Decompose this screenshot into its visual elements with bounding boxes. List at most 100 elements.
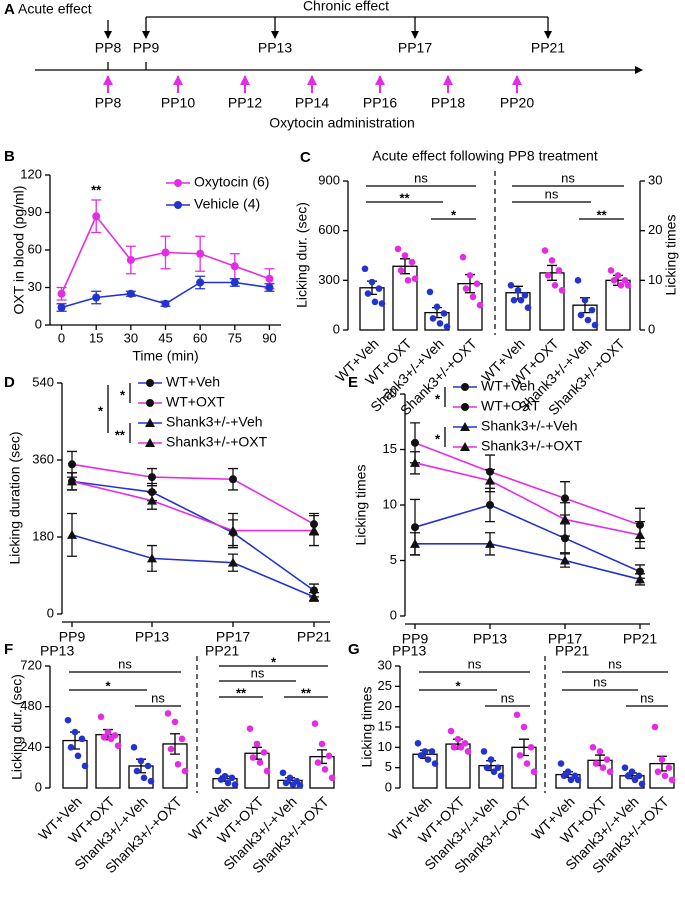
admin-label: PP20	[500, 95, 534, 111]
data-point	[263, 767, 271, 775]
data-point	[514, 286, 522, 294]
data-point	[404, 277, 412, 284]
data-point	[558, 286, 566, 294]
series-line	[414, 504, 641, 573]
data-point	[665, 764, 673, 771]
data-point	[651, 723, 659, 731]
data-point	[256, 759, 264, 766]
series-line	[414, 442, 641, 526]
y-tick-label: 10	[383, 496, 397, 511]
y-tick-label: 0	[648, 321, 655, 336]
data-point	[494, 764, 502, 771]
y-tick-label: 90	[28, 204, 42, 219]
timeline-label: PP9	[133, 40, 160, 56]
y-tick-label: 20	[648, 222, 662, 237]
data-point	[364, 290, 372, 297]
data-point	[260, 749, 268, 756]
legend-label: Shank3+/-+OXT	[481, 438, 583, 454]
x-tick-label: 0	[58, 330, 65, 345]
data-point	[624, 282, 632, 289]
legend-label: Shank3+/-+OXT	[166, 434, 268, 450]
data-point	[544, 272, 552, 279]
legend-label: Oxytocin (6)	[194, 174, 269, 190]
admin-label: PP16	[363, 95, 397, 111]
marker	[560, 514, 570, 524]
data-point	[164, 710, 172, 717]
data-point	[459, 253, 467, 261]
x-tick-label: 45	[158, 330, 172, 345]
panel-label: E	[348, 374, 358, 391]
x-tick-label: PP9	[402, 631, 429, 647]
data-point	[551, 282, 559, 289]
data-point	[107, 735, 115, 743]
significance: **	[399, 190, 410, 205]
data-point	[658, 756, 666, 763]
data-point	[521, 291, 529, 299]
data-point	[574, 277, 582, 284]
significance: ns	[561, 170, 575, 185]
y-tick-label: 30	[378, 657, 392, 672]
data-point	[408, 258, 416, 266]
significance: ns	[414, 170, 428, 185]
series-line	[71, 480, 314, 532]
data-point	[462, 285, 470, 292]
data-point	[217, 776, 225, 783]
data-point	[429, 315, 437, 322]
data-point	[614, 272, 622, 279]
legend-label: WT+OXT	[481, 398, 540, 414]
error-bar	[547, 264, 557, 281]
y-tick-label: 15	[378, 718, 392, 733]
data-point	[564, 768, 572, 776]
data-point	[414, 739, 422, 747]
x-tick-label: PP17	[548, 631, 582, 647]
panel-label: B	[4, 148, 15, 165]
data-point	[436, 320, 444, 327]
data-point	[289, 781, 297, 788]
data-point	[64, 716, 72, 724]
marker	[92, 293, 101, 302]
marker	[410, 538, 420, 548]
marker	[228, 525, 238, 535]
significance: **	[596, 207, 607, 222]
data-point	[318, 740, 326, 748]
data-point	[411, 275, 419, 282]
y-axis-label: Licking dur. (sec)	[294, 202, 310, 308]
y-axis-label: Licking times	[359, 687, 375, 768]
significance: **	[236, 685, 247, 700]
data-point	[574, 776, 582, 784]
y-tick-label: 720	[20, 657, 42, 672]
legend-label: WT+Veh	[481, 378, 535, 394]
x-tick-label: 15	[89, 330, 103, 345]
data-point	[524, 304, 532, 311]
data-point	[450, 744, 458, 751]
data-point	[74, 752, 82, 760]
series-line	[71, 463, 315, 525]
x-tick-label: PP17	[216, 629, 250, 645]
data-point	[67, 744, 75, 751]
data-point	[328, 774, 336, 782]
group-title: PP21	[555, 643, 589, 659]
data-point	[592, 760, 600, 767]
marker	[161, 299, 170, 308]
marker	[461, 383, 469, 391]
data-point	[454, 735, 462, 743]
data-point	[397, 267, 405, 274]
marker	[174, 179, 182, 187]
marker	[460, 422, 470, 431]
data-point	[624, 772, 632, 780]
y-tick-label: 5	[385, 759, 392, 774]
marker	[174, 201, 182, 209]
marker	[309, 591, 319, 601]
marker	[196, 278, 205, 287]
data-point	[596, 748, 604, 755]
data-point	[516, 752, 524, 759]
legend-label: Shank3+/-+Veh	[166, 414, 263, 430]
marker	[411, 523, 419, 532]
data-point	[628, 768, 636, 776]
data-point	[548, 257, 556, 264]
data-point	[513, 711, 521, 719]
error-bar	[170, 733, 180, 755]
data-point	[591, 321, 599, 329]
x-tick-label: 60	[193, 330, 207, 345]
data-point	[603, 756, 611, 763]
